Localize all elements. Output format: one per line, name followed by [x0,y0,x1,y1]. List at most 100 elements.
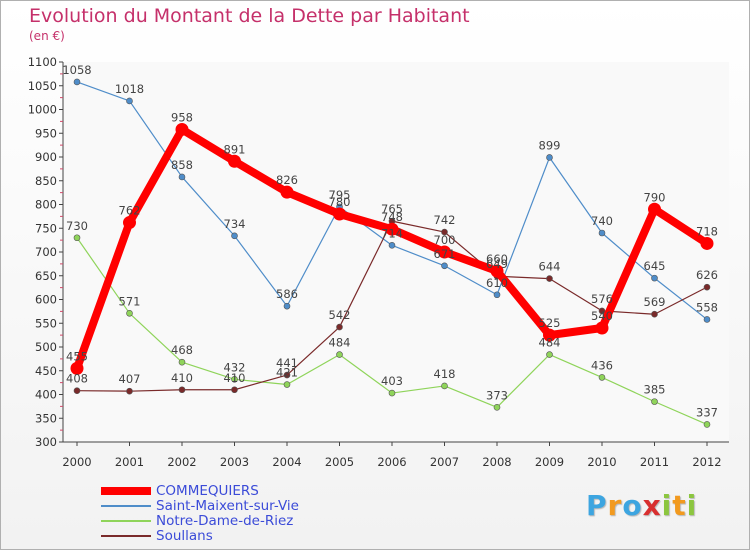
data-point [126,309,133,317]
logo-letter: o [622,489,643,522]
series-notre-dame-de-riez [73,234,711,428]
legend-item: COMMEQUIERS [101,483,361,499]
data-label: 740 [591,214,613,228]
x-tick-label: 2003 [220,455,249,469]
data-label: 644 [539,260,561,274]
data-point [490,264,504,278]
y-tick-label: 350 [35,411,57,425]
data-label: 525 [539,316,561,330]
data-point [598,229,606,237]
data-label: 730 [66,219,88,233]
data-point [441,262,448,270]
data-label: 790 [644,190,666,204]
data-label: 780 [329,195,351,209]
data-point [648,202,661,216]
chart-unit: (en €) [29,29,65,43]
data-label: 484 [329,336,351,350]
data-label: 337 [696,405,718,419]
x-tick-label: 2009 [535,455,564,469]
data-point [336,323,343,331]
data-label: 571 [119,294,141,308]
data-point [598,374,606,381]
data-point [703,316,711,323]
y-tick-label: 1100 [28,55,57,69]
y-tick-label: 850 [35,174,57,188]
logo-letter: i [686,489,698,522]
y-tick-label: 700 [35,245,57,259]
data-point [703,283,711,291]
logo-letter: x [642,489,662,522]
x-tick-label: 2010 [587,455,616,469]
data-point [543,328,556,342]
data-point [441,228,448,236]
data-label: 765 [381,202,403,216]
x-tick-label: 2012 [692,455,721,469]
data-point [73,387,81,395]
x-tick-label: 2000 [62,455,91,469]
data-point [283,302,291,310]
data-label: 645 [644,259,666,273]
x-tick-label: 2011 [640,455,669,469]
data-label: 436 [591,358,613,372]
chart-title: Evolution du Montant de la Dette par Hab… [29,5,470,27]
logo-letter: r [607,489,623,522]
legend-label: Soullans [156,528,213,544]
legend-label: Saint-Maixent-sur-Vie [156,498,299,514]
data-label: 586 [276,287,298,301]
data-point [123,216,136,230]
data-label: 540 [591,309,613,323]
legend-item: Saint-Maixent-sur-Vie [101,498,361,514]
data-point [595,321,609,335]
x-tick-label: 2007 [430,455,459,469]
data-point [283,371,291,379]
data-point [651,398,658,405]
data-point [126,387,133,395]
y-tick-label: 400 [35,388,57,402]
data-label: 742 [434,213,456,227]
x-tick-label: 2001 [115,455,144,469]
x-tick-label: 2008 [482,455,511,469]
data-label: 891 [224,142,246,156]
data-point [126,97,133,105]
data-point [651,310,658,318]
data-point [388,389,396,397]
data-label: 403 [381,374,403,388]
data-label: 410 [171,371,193,385]
data-point [231,375,238,383]
data-label: 542 [329,308,351,322]
data-label: 410 [224,371,246,385]
data-label: 484 [539,336,561,350]
data-point [178,173,186,181]
legend: COMMEQUIERS Saint-Maixent-sur-Vie Notre-Da… [101,483,361,544]
data-label: 421 [276,366,298,380]
data-point [598,307,606,315]
y-tick-label: 800 [35,198,57,212]
logo-letter: i [661,489,673,522]
data-point [493,291,501,299]
series-soullans [73,217,711,395]
data-label: 468 [171,343,193,357]
data-point [336,351,343,358]
data-label: 826 [276,173,298,187]
data-point [703,421,711,428]
series-saint-maixent-sur-vie [73,78,711,323]
data-label: 734 [224,217,246,231]
y-tick-label: 600 [35,293,57,307]
data-label: 748 [381,210,403,224]
data-point [280,185,294,199]
y-tick-label: 300 [35,435,57,449]
y-tick-label: 1000 [28,103,57,117]
data-label: 558 [696,300,718,314]
data-point [333,207,346,221]
data-label: 576 [591,292,613,306]
data-label: 569 [644,295,666,309]
y-tick-label: 900 [35,150,57,164]
legend-swatch [101,520,151,522]
data-point [178,386,186,394]
legend-label: COMMEQUIERS [156,483,259,499]
proxiti-logo: Proxiti [586,489,697,522]
y-tick-label: 550 [35,316,57,330]
data-point [231,386,238,394]
